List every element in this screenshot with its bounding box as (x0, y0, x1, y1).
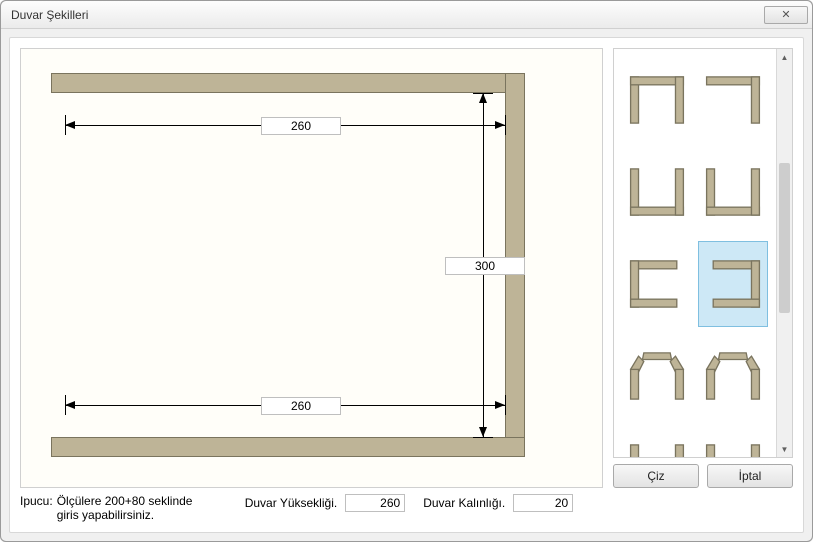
window-title: Duvar Şekilleri (11, 8, 88, 22)
wall-thickness-field: Duvar Kalınlığı. (423, 494, 573, 512)
close-icon: ✕ (781, 8, 790, 21)
cancel-button-label: İptal (739, 469, 762, 483)
side-palette: ▲ ▼ Çiz İptal (613, 48, 793, 488)
shape-c-open-right[interactable] (622, 241, 692, 327)
dim-right-input[interactable] (445, 257, 525, 275)
dim-right-arrow-bot (479, 427, 487, 437)
wall-bottom (51, 437, 525, 457)
dim-top-arrow-right (495, 121, 505, 129)
shape-u-open-top[interactable] (622, 149, 692, 235)
scroll-thumb[interactable] (779, 163, 790, 313)
main-row: ▲ ▼ Çiz İptal (20, 48, 793, 488)
dim-top-arrow-left (65, 121, 75, 129)
wall-height-input[interactable] (345, 494, 405, 512)
wall-thickness-label: Duvar Kalınlığı. (423, 496, 505, 510)
content-frame: ▲ ▼ Çiz İptal (9, 37, 804, 533)
wall-height-label: Duvar Yüksekliği. (245, 496, 337, 510)
dialog-window: Duvar Şekilleri ✕ (0, 0, 813, 542)
shape-c-open-left[interactable] (698, 241, 768, 327)
shape-u-open-bottom[interactable] (622, 57, 692, 143)
preview-pane (20, 48, 603, 488)
dim-bot-arrow-right (495, 401, 505, 409)
draw-button[interactable]: Çiz (613, 464, 699, 488)
scroll-up-icon[interactable]: ▲ (777, 49, 792, 65)
hint-text: Ölçülere 200+80 seklinde giris yapabilir… (57, 494, 207, 522)
palette-scrollbar[interactable]: ▲ ▼ (776, 49, 792, 457)
wall-thickness-input[interactable] (513, 494, 573, 512)
button-row: Çiz İptal (613, 464, 793, 488)
close-button[interactable]: ✕ (764, 6, 808, 24)
shape-palette: ▲ ▼ (613, 48, 793, 458)
bottom-row: Ipucu: Ölçülere 200+80 seklinde giris ya… (20, 488, 793, 522)
hint-label: Ipucu: (20, 494, 53, 522)
dim-bot-arrow-left (65, 401, 75, 409)
shape-hex-bottom[interactable] (622, 425, 692, 458)
dim-top-input[interactable] (261, 117, 341, 135)
titlebar: Duvar Şekilleri ✕ (1, 1, 812, 29)
draw-button-label: Çiz (647, 469, 664, 483)
dim-right-tick-bot (473, 437, 493, 438)
cancel-button[interactable]: İptal (707, 464, 793, 488)
scroll-track[interactable] (777, 65, 792, 441)
shape-l-corner[interactable] (698, 57, 768, 143)
dim-right-arrow-top (479, 93, 487, 103)
dim-bottom-input[interactable] (261, 397, 341, 415)
palette-grid (614, 49, 776, 457)
wall-height-field: Duvar Yüksekliği. (245, 494, 405, 512)
shape-hex-top[interactable] (622, 333, 692, 419)
shape-u-open-top-2[interactable] (698, 149, 768, 235)
wall-top (51, 73, 525, 93)
shape-hex-bottom-2[interactable] (698, 425, 768, 458)
dim-top-tick-right (505, 115, 506, 135)
shape-hex-top-2[interactable] (698, 333, 768, 419)
scroll-down-icon[interactable]: ▼ (777, 441, 792, 457)
hint: Ipucu: Ölçülere 200+80 seklinde giris ya… (20, 494, 207, 522)
dim-bot-tick-right (505, 395, 506, 415)
